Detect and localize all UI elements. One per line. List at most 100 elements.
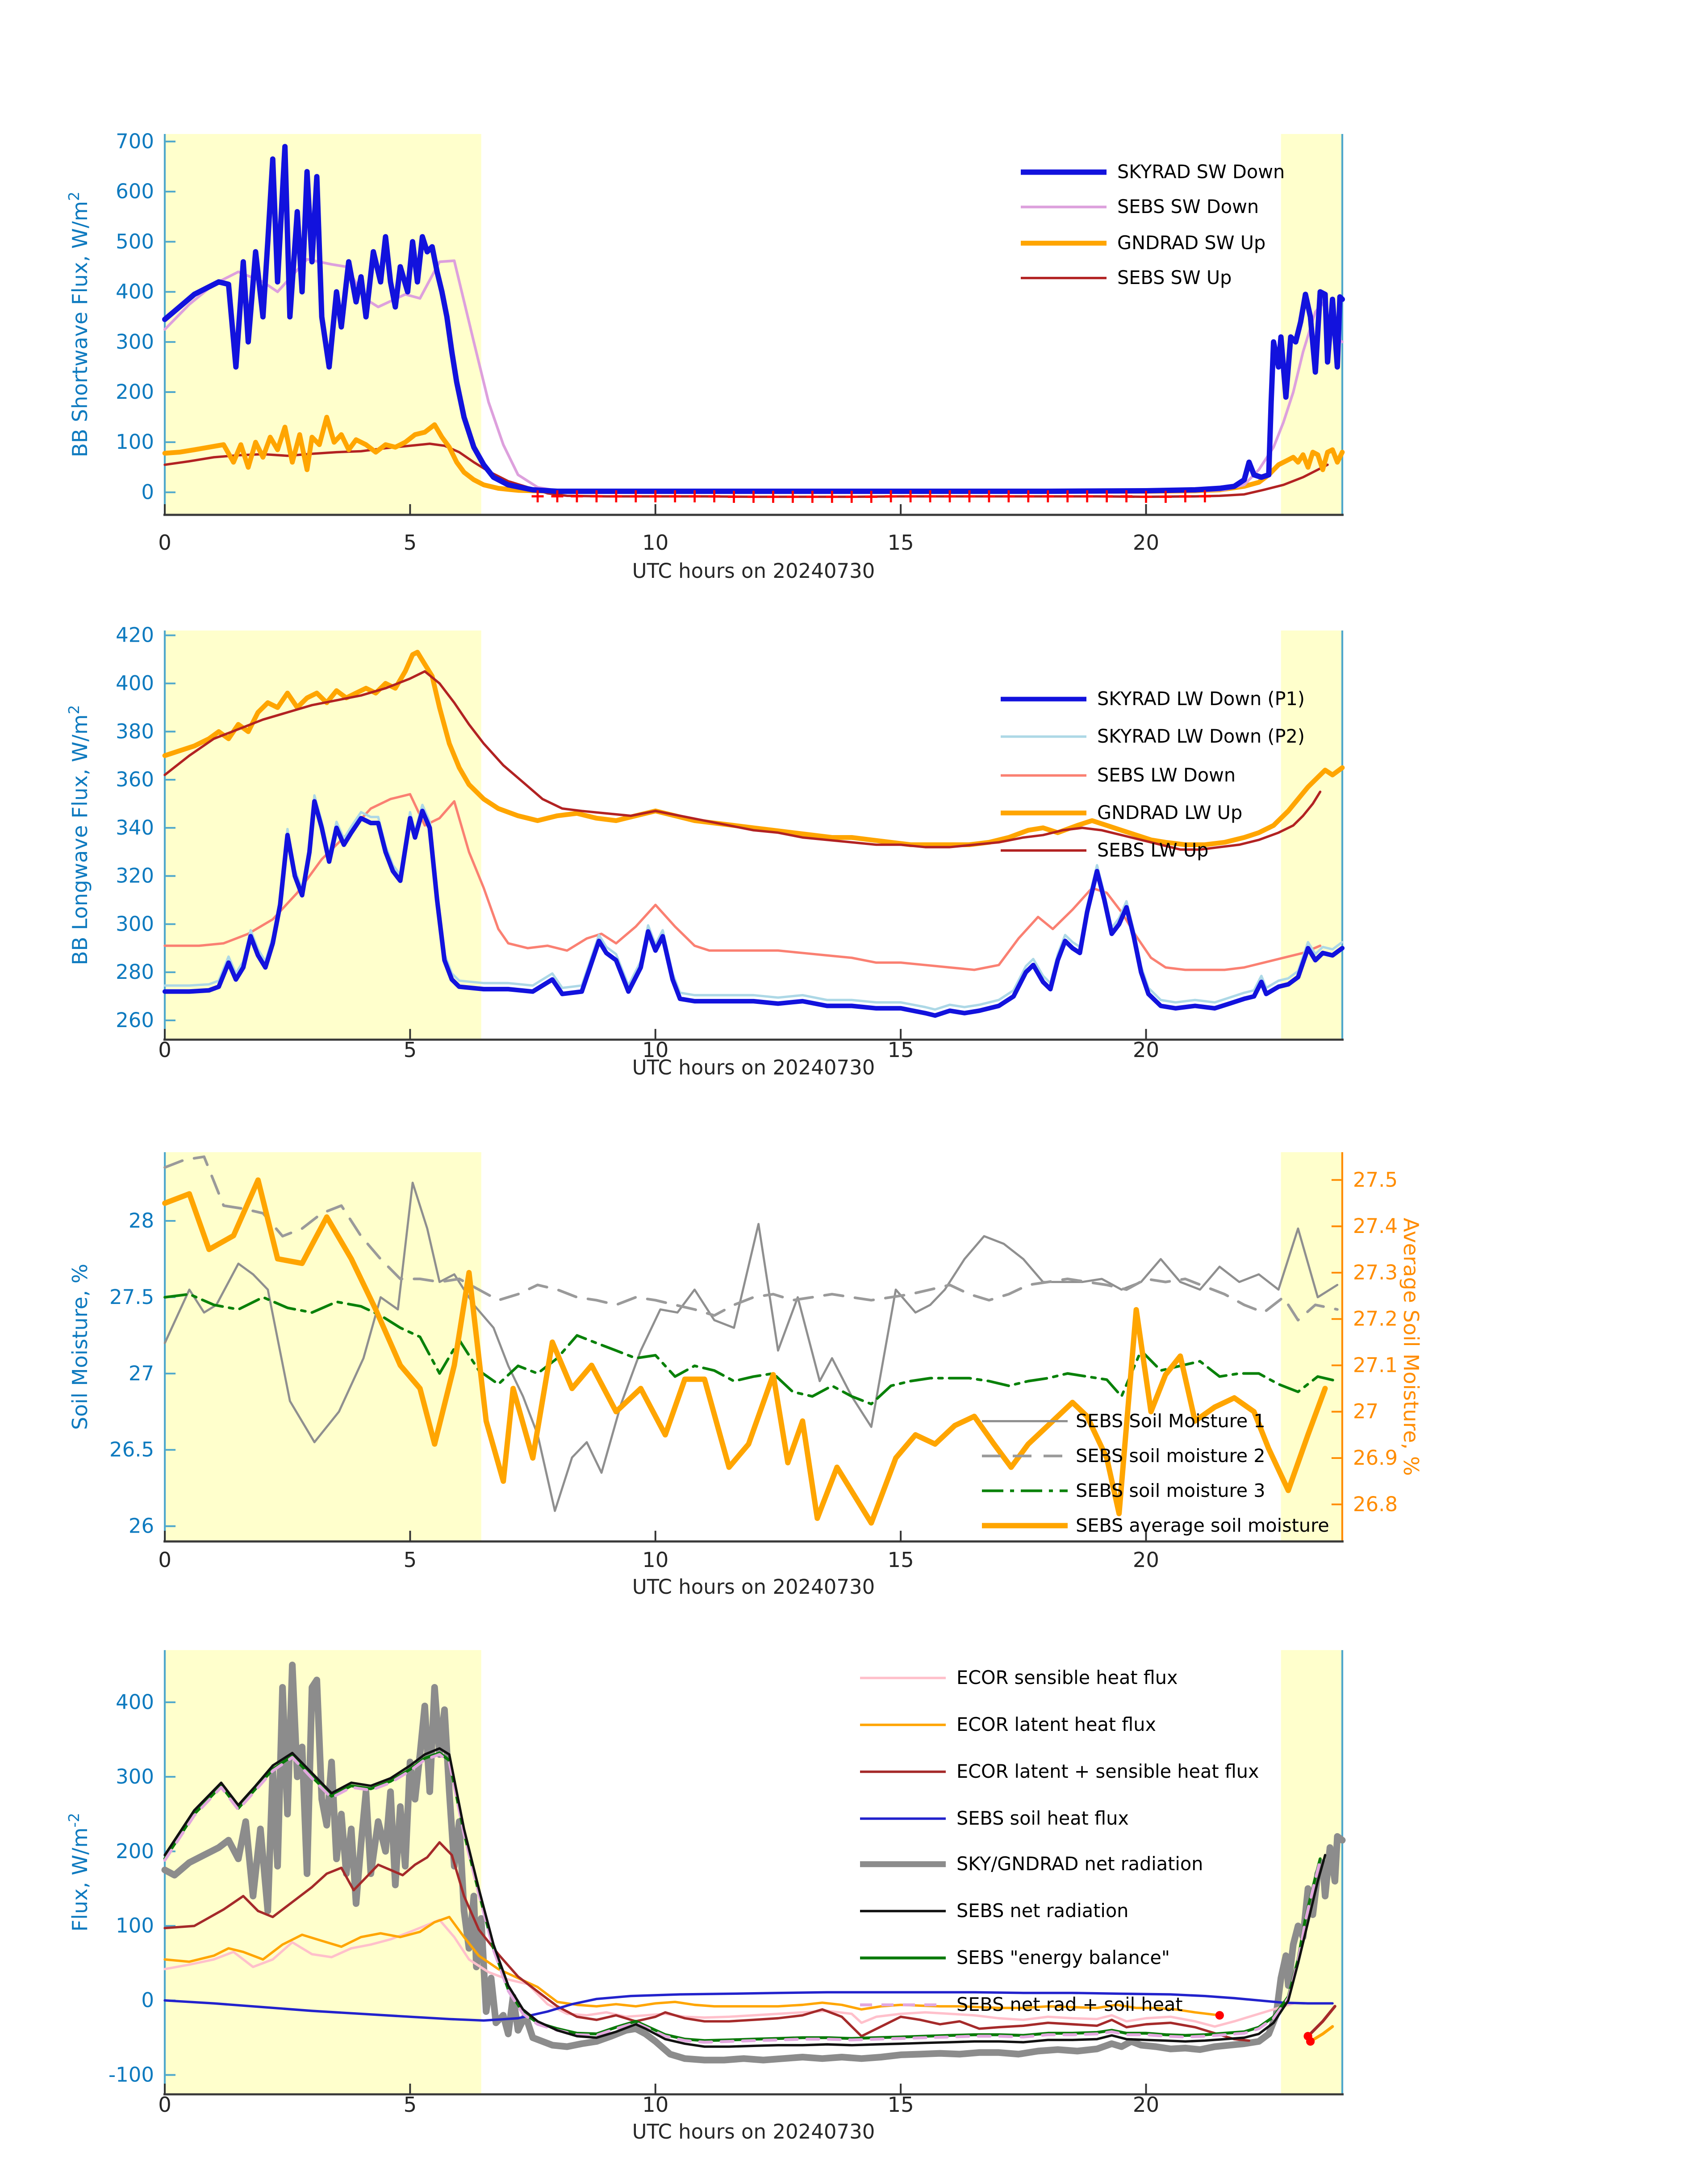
- x-tick-label: 20: [1133, 531, 1159, 555]
- sebs_energy-line: [163, 1751, 1322, 2042]
- legend-item-sebs_lw_down: SEBS LW Down: [1001, 765, 1236, 786]
- x-axis-label: UTC hours on 20240730: [632, 1575, 875, 1599]
- legend-label: SEBS "energy balance": [956, 1947, 1170, 1968]
- y-tick-label: 27: [129, 1362, 154, 1385]
- legend-label: SKYRAD LW Down (P1): [1097, 688, 1305, 710]
- y-right-tick-label: 26.9: [1353, 1446, 1398, 1470]
- legend-label: ECOR latent heat flux: [956, 1714, 1156, 1735]
- y-tick-label: 100: [116, 1914, 154, 1938]
- x-tick-label: 10: [642, 1548, 668, 1572]
- x-tick-label: 15: [888, 2093, 914, 2117]
- legend-label: GNDRAD SW Up: [1117, 232, 1265, 254]
- y-tick-label: 26.5: [109, 1438, 154, 1462]
- skyrad_sw_down-line: [162, 144, 1345, 494]
- x-tick-label: 5: [404, 2093, 417, 2117]
- legend-label: GNDRAD LW Up: [1097, 802, 1242, 823]
- x-tick-label: 20: [1133, 1038, 1159, 1062]
- y-right-tick-label: 27.1: [1353, 1353, 1398, 1377]
- y-right-tick-label: 27.3: [1353, 1261, 1398, 1284]
- y-tick-label: 400: [116, 280, 154, 304]
- legend-item-ecor_lat_sens: ECOR latent + sensible heat flux: [860, 1761, 1259, 1782]
- chart-soil-moisture: 26 26.5 27 27.5 28 26.8 26.9 27 27.1 27.2 27.3 27.4…: [0, 1090, 1708, 1634]
- sebs_lw_up-line: [163, 670, 1322, 851]
- y-right-tick-label: 27.5: [1353, 1168, 1398, 1191]
- y-right-tick-label: 26.8: [1353, 1492, 1398, 1516]
- sm_avg-line: [162, 1177, 1328, 1526]
- legend-item-sm3: SEBS soil moisture 3: [981, 1480, 1265, 1501]
- x-axis-label: UTC hours on 20240730: [632, 2120, 875, 2144]
- x-tick-label: 20: [1133, 2093, 1159, 2117]
- legend-label: SEBS net rad + soil heat: [956, 1994, 1183, 2015]
- chart-lw-flux: 260 280 300 320 340 360 380 400 420 0 5 10 15 20 UTC h…: [0, 607, 1708, 1090]
- x-tick-label: 15: [888, 1038, 914, 1062]
- y-tick-label: 300: [116, 912, 154, 936]
- legend-item-skyrad_lw_p1: SKYRAD LW Down (P1): [1001, 688, 1305, 710]
- y-tick-label: 700: [116, 130, 154, 153]
- night-band-0: [165, 1152, 481, 1542]
- legend-label: SEBS SW Up: [1117, 267, 1232, 288]
- legend: SKYRAD LW Down (P1) SKYRAD LW Down (P2) SE…: [1001, 688, 1305, 861]
- sky_gnd_net-line: [161, 1661, 1346, 2064]
- legend-label: ECOR sensible heat flux: [956, 1667, 1178, 1688]
- y-tick-label: 400: [116, 671, 154, 695]
- chart-sw-flux: 0 100 200 300 400 500 600 700 0 5 10 15 20 UTC hours …: [0, 0, 1708, 607]
- legend-item-sebs_soil_heat: SEBS soil heat flux: [860, 1808, 1129, 1829]
- sebs_net-line: [163, 1747, 1327, 2048]
- x-tick-label: 15: [888, 1548, 914, 1572]
- legend-label: SEBS soil moisture 2: [1076, 1445, 1265, 1467]
- y-tick-label: 600: [116, 180, 154, 203]
- y-tick-label: 320: [116, 864, 154, 888]
- legend-label: SEBS net radiation: [956, 1900, 1128, 1922]
- legend-item-sm2: SEBS soil moisture 2: [981, 1445, 1265, 1467]
- y-axis-label: BB Shortwave Flux, W/m2: [65, 192, 92, 457]
- y-right-tick-label: 27.4: [1353, 1214, 1398, 1238]
- legend-item-sebs_net_soil: SEBS net rad + soil heat: [860, 1994, 1183, 2015]
- soil-moisture-plot: 26 26.5 27 27.5 28 26.8 26.9 27 27.1 27.2 27.3 27.4…: [68, 1152, 1423, 1599]
- legend-item-skyrad_lw_p2: SKYRAD LW Down (P2): [1001, 726, 1305, 747]
- x-tick-label: 0: [158, 531, 171, 555]
- gndrad_sw_up-line: [162, 414, 1345, 494]
- x-axis-label: UTC hours on 20240730: [632, 559, 875, 583]
- legend-item-sm_avg: SEBS average soil moisture: [981, 1515, 1329, 1536]
- y-tick-label: -100: [109, 2063, 154, 2087]
- y-right-tick-label: 27: [1353, 1400, 1378, 1423]
- y-tick-label: 400: [116, 1690, 154, 1714]
- chart-energy-flux: -100 0 100 200 300 400 0 5 10 15 20 UTC hours on 20…: [0, 1634, 1708, 2177]
- skyrad_lw_p1-line: [162, 799, 1345, 1018]
- legend-item-sky_gnd_net: SKY/GNDRAD net radiation: [860, 1853, 1203, 1875]
- y-axis-label: BB Longwave Flux, W/m2: [65, 705, 92, 965]
- legend-item-sebs_sw_down: SEBS SW Down: [1021, 196, 1259, 217]
- legend-item-sebs_sw_up: SEBS SW Up: [1021, 267, 1232, 288]
- ecor_latent_2-line: [1309, 2025, 1334, 2043]
- legend-label: SKY/GNDRAD net radiation: [956, 1853, 1203, 1875]
- x-tick-label: 20: [1133, 1548, 1159, 1572]
- night-band-1: [1281, 630, 1342, 1040]
- y-tick-label: 100: [116, 430, 154, 454]
- ecor_sensible-line: [163, 1918, 1295, 2028]
- legend: ECOR sensible heat flux ECOR latent heat …: [860, 1667, 1259, 2015]
- x-tick-label: 15: [888, 531, 914, 555]
- y-tick-label: 420: [116, 623, 154, 647]
- legend-label: ECOR latent + sensible heat flux: [956, 1761, 1259, 1782]
- legend-item-ecor_latent: ECOR latent heat flux: [860, 1714, 1156, 1735]
- legend-item-sm1: SEBS Soil Moisture 1: [981, 1410, 1265, 1432]
- x-tick-label: 10: [642, 2093, 668, 2117]
- ecor_lat_sens-line: [163, 1841, 1250, 2042]
- y-right-axis-label: Average Soil Moisture, %: [1399, 1218, 1423, 1476]
- y-tick-label: 27.5: [109, 1285, 154, 1309]
- x-tick-label: 0: [158, 1038, 171, 1062]
- legend-label: SEBS SW Down: [1117, 196, 1259, 217]
- sebs_sw_up_markers-markers: [531, 490, 1211, 503]
- x-tick-label: 10: [642, 531, 668, 555]
- legend: SEBS Soil Moisture 1 SEBS soil moisture 2…: [981, 1410, 1329, 1536]
- legend-item-gndrad_lw_up: GNDRAD LW Up: [1001, 802, 1242, 823]
- legend-label: SEBS average soil moisture: [1076, 1515, 1329, 1536]
- legend-label: SEBS soil moisture 3: [1076, 1480, 1265, 1501]
- x-axis-label: UTC hours on 20240730: [632, 1056, 875, 1079]
- sebs_lw_down-line: [163, 793, 1322, 971]
- legend-item-ecor_sensible: ECOR sensible heat flux: [860, 1667, 1178, 1688]
- y-tick-label: 360: [116, 768, 154, 791]
- y-tick-label: 200: [116, 1839, 154, 1863]
- legend-label: SKYRAD SW Down: [1117, 161, 1285, 183]
- x-tick-label: 5: [404, 1038, 417, 1062]
